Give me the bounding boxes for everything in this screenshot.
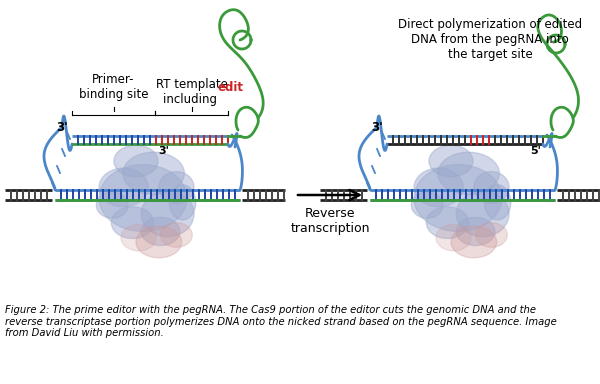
- Ellipse shape: [451, 226, 497, 258]
- Ellipse shape: [484, 185, 511, 220]
- Text: Reverse
transcription: Reverse transcription: [290, 207, 370, 235]
- Ellipse shape: [412, 192, 443, 218]
- Ellipse shape: [136, 226, 182, 258]
- Ellipse shape: [429, 145, 473, 177]
- Ellipse shape: [114, 145, 158, 177]
- Ellipse shape: [456, 191, 509, 237]
- Text: Primer-
binding site: Primer- binding site: [79, 73, 148, 101]
- Ellipse shape: [438, 152, 499, 194]
- Text: edit: edit: [218, 81, 244, 94]
- Ellipse shape: [169, 185, 196, 220]
- Text: Figure 2: The prime editor with the pegRNA. The Cas9 portion of the editor cuts : Figure 2: The prime editor with the pegR…: [5, 305, 557, 338]
- Ellipse shape: [456, 217, 495, 245]
- Ellipse shape: [414, 168, 463, 207]
- Ellipse shape: [121, 224, 156, 251]
- Ellipse shape: [476, 223, 507, 247]
- Ellipse shape: [474, 172, 509, 203]
- Ellipse shape: [112, 207, 154, 238]
- Ellipse shape: [141, 191, 194, 237]
- Text: RT template
including: RT template including: [155, 78, 227, 106]
- Text: 3': 3': [371, 121, 383, 134]
- Ellipse shape: [99, 165, 187, 232]
- Ellipse shape: [159, 172, 194, 203]
- Ellipse shape: [427, 207, 469, 238]
- Text: Direct polymerization of edited
DNA from the pegRNA into
the target site: Direct polymerization of edited DNA from…: [398, 18, 582, 61]
- Text: 3': 3': [158, 146, 169, 156]
- Ellipse shape: [141, 217, 180, 245]
- Ellipse shape: [436, 224, 471, 251]
- Ellipse shape: [414, 165, 502, 232]
- Ellipse shape: [99, 168, 148, 207]
- Text: 3': 3': [56, 121, 68, 134]
- Ellipse shape: [161, 223, 192, 247]
- Ellipse shape: [97, 192, 128, 218]
- Text: 5': 5': [530, 146, 541, 156]
- Ellipse shape: [123, 152, 184, 194]
